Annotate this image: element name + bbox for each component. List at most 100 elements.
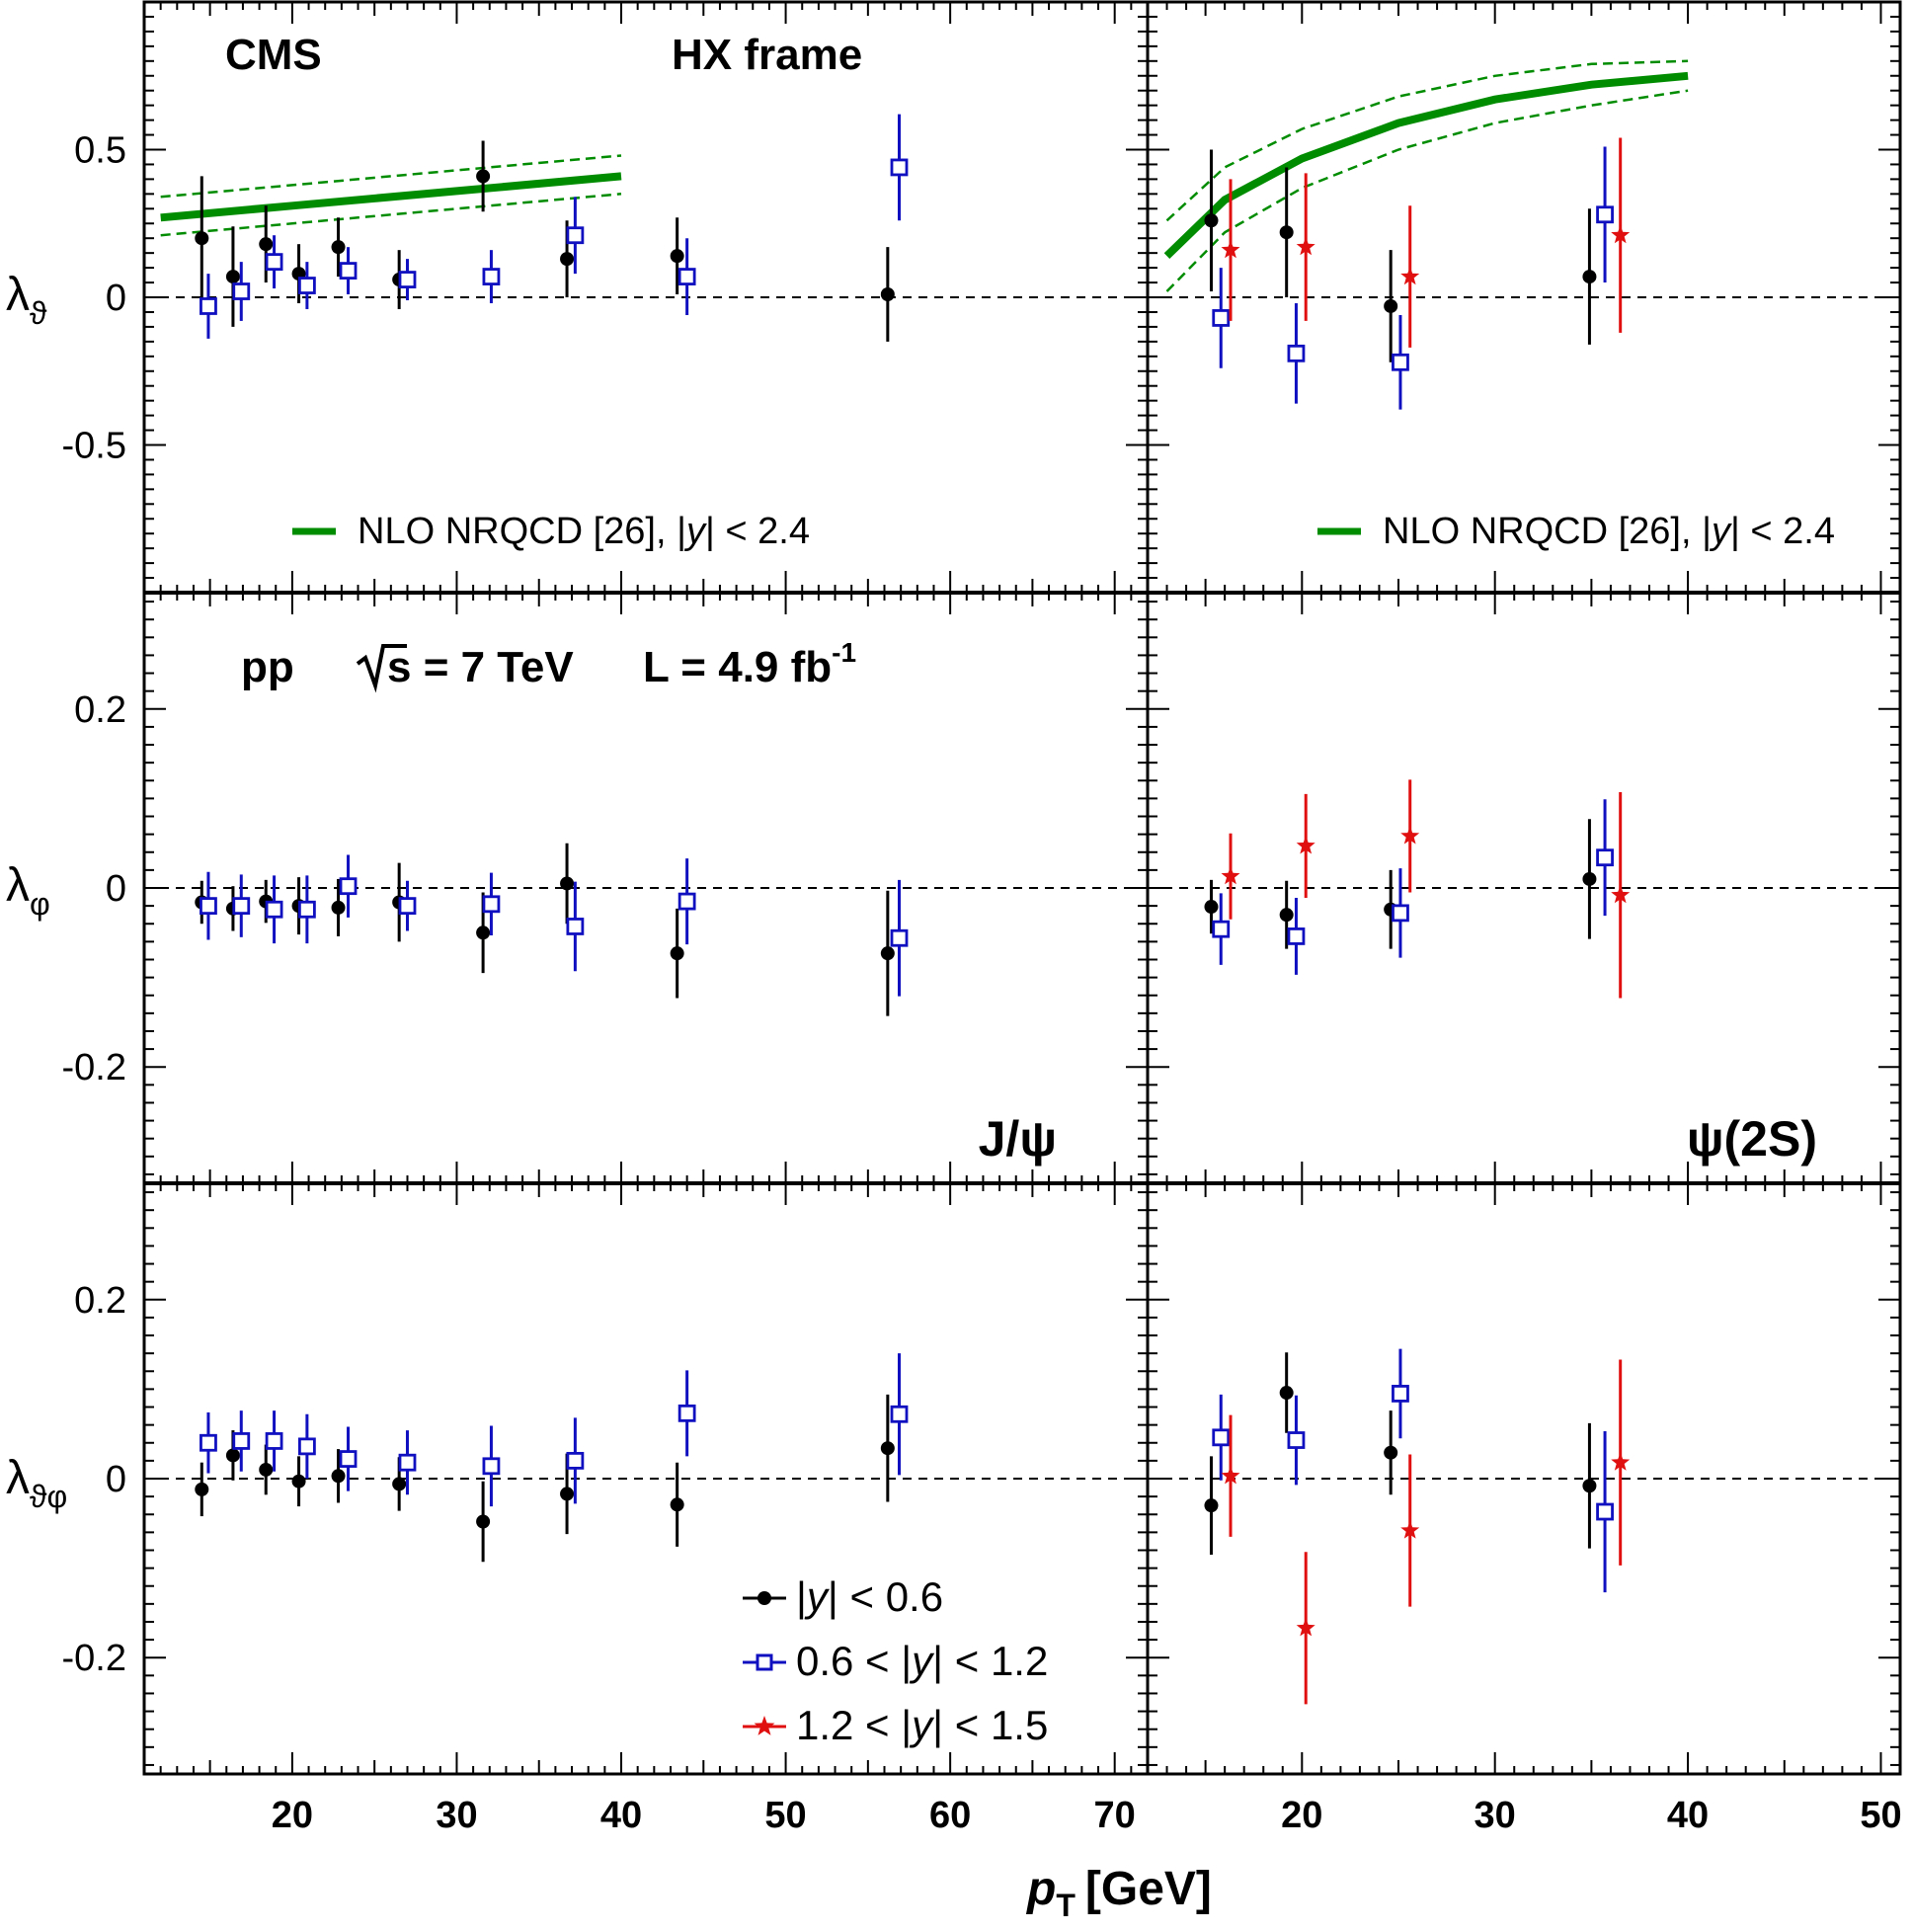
data-point-square bbox=[890, 928, 909, 947]
data-point-square bbox=[199, 1433, 217, 1452]
data-point-square bbox=[1287, 1431, 1306, 1449]
data-point-circle bbox=[225, 270, 240, 284]
x-tick-label: 20 bbox=[272, 1795, 313, 1836]
data-point-square bbox=[566, 1451, 585, 1470]
data-point-square bbox=[1596, 848, 1614, 867]
data-point-star bbox=[1611, 1452, 1631, 1471]
theory-upper-band bbox=[1165, 59, 1689, 222]
theory-central-curve bbox=[160, 172, 622, 222]
legend-label-var: y bbox=[909, 1638, 935, 1684]
data-point-circle bbox=[392, 1477, 407, 1491]
data-point-circle bbox=[195, 231, 209, 246]
luminosity: L = 4.9 fb-1 bbox=[643, 637, 856, 691]
frame-label: HX frame bbox=[672, 31, 862, 79]
theory-legend-var: y bbox=[1709, 511, 1732, 552]
data-point-square bbox=[339, 877, 358, 896]
theory-legend-text: NLO NRQCD [26], |y| < 2.4 bbox=[358, 511, 810, 552]
legend-marker-square bbox=[756, 1653, 773, 1671]
data-point-circle bbox=[331, 240, 346, 255]
data-point-square bbox=[566, 918, 585, 935]
data-point-circle bbox=[670, 946, 684, 961]
y-tick-label: 0 bbox=[106, 278, 126, 319]
legend-label-y15: 1.2 < |y| < 1.5 bbox=[796, 1702, 1048, 1748]
data-point-circle bbox=[1384, 298, 1398, 313]
x-tick-label: 30 bbox=[436, 1795, 477, 1836]
data-point-circle bbox=[259, 1462, 274, 1477]
data-point-square bbox=[1596, 1502, 1614, 1521]
legend-label-post: | < 1.2 bbox=[932, 1638, 1048, 1684]
theory-curves bbox=[160, 59, 1689, 292]
data-point-circle bbox=[225, 1448, 240, 1463]
data-point-square bbox=[1212, 1428, 1231, 1447]
theory-legend-jpsi: NLO NRQCD [26], |y| < 2.4 bbox=[292, 511, 810, 552]
data-point-circle bbox=[1279, 908, 1294, 923]
data-point-star bbox=[1611, 885, 1631, 904]
data-point-circle bbox=[670, 1497, 684, 1512]
theory-legend-var: y bbox=[683, 511, 707, 552]
rapidity-legend: |y| < 0.6 0.6 < |y| < 1.2 1.2 < |y| < 1.… bbox=[743, 1573, 1048, 1748]
data-point-square bbox=[482, 1457, 501, 1476]
theory-lower-band bbox=[160, 193, 622, 237]
data-point-star bbox=[1611, 225, 1631, 244]
luminosity-exponent: -1 bbox=[832, 637, 856, 668]
x-tick-label: 40 bbox=[1667, 1795, 1709, 1836]
collision-energy: s = 7 TeV bbox=[387, 643, 574, 691]
legend-label-var: y bbox=[909, 1702, 935, 1748]
legend-label-pre: 0.6 < | bbox=[796, 1638, 912, 1684]
xlabel: pT [GeV] bbox=[1025, 1863, 1212, 1923]
data-point-circle bbox=[1384, 1445, 1398, 1460]
x-tick-label: 70 bbox=[1094, 1795, 1136, 1836]
ylabel-lambda-phi: λφ bbox=[6, 859, 50, 922]
data-point-star bbox=[1221, 240, 1240, 259]
xlabel-unit: [GeV] bbox=[1085, 1863, 1212, 1915]
x-tick-label: 60 bbox=[929, 1795, 971, 1836]
xlabel-var: p bbox=[1025, 1863, 1056, 1915]
data-point-circle bbox=[560, 876, 575, 891]
x-tick-label: 40 bbox=[600, 1795, 642, 1836]
sqrt-symbol bbox=[356, 644, 407, 693]
ylabel-symbol: λ bbox=[6, 859, 30, 912]
ylabel-lambda-theta: λϑ bbox=[6, 269, 47, 331]
data-point-square bbox=[232, 1432, 251, 1450]
data-point-square bbox=[890, 1405, 909, 1423]
data-point-square bbox=[1392, 1385, 1409, 1403]
data-point-circle bbox=[880, 946, 895, 961]
data-point-circle bbox=[670, 249, 684, 264]
ylabel-subscript: φ bbox=[30, 886, 50, 922]
data-point-star bbox=[1296, 237, 1315, 256]
y-tick-label: 0 bbox=[106, 868, 126, 910]
theory-legend-text: NLO NRQCD [26], |y| < 2.4 bbox=[1383, 511, 1835, 552]
experiment-label: CMS bbox=[225, 31, 322, 79]
tick-labels: 20 30 40 50 60 70 20 30 40 50 0.5 0 -0.5 0.2 0 -0.2 0.2 0… bbox=[62, 130, 1902, 1837]
data-point-square bbox=[398, 1453, 417, 1472]
ylabel-subscript: ϑ bbox=[30, 295, 47, 331]
legend-marker-star bbox=[754, 1716, 775, 1735]
legend-label-pre: 1.2 < | bbox=[796, 1702, 912, 1748]
theory-legend-pre: NLO NRQCD [26], | bbox=[358, 511, 686, 552]
data-point-circle bbox=[331, 1469, 346, 1484]
data-point-square bbox=[1287, 927, 1306, 945]
data-point-square bbox=[1287, 344, 1306, 362]
theory-legend-post: | < 2.4 bbox=[705, 511, 810, 552]
theory-legend-psi2s: NLO NRQCD [26], |y| < 2.4 bbox=[1317, 511, 1835, 552]
data-point-square bbox=[339, 262, 358, 280]
theory-central-curve bbox=[1163, 71, 1689, 259]
legend-entry-y15: 1.2 < |y| < 1.5 bbox=[743, 1702, 1048, 1748]
data-point-circle bbox=[195, 1482, 209, 1496]
luminosity-value: L = 4.9 fb bbox=[643, 643, 832, 691]
data-point-square bbox=[566, 226, 585, 245]
data-point-square bbox=[199, 897, 217, 916]
y-tick-label: 0.2 bbox=[74, 689, 126, 731]
data-point-circle bbox=[259, 237, 274, 252]
x-tick-label: 50 bbox=[764, 1795, 806, 1836]
data-point-circle bbox=[1582, 270, 1597, 284]
legend-entry-y12: 0.6 < |y| < 1.2 bbox=[743, 1638, 1048, 1684]
legend-label-y06: |y| < 0.6 bbox=[796, 1573, 943, 1620]
data-point-square bbox=[678, 892, 696, 911]
data-point-square bbox=[482, 895, 501, 914]
x-tick-label: 30 bbox=[1475, 1795, 1516, 1836]
particle-label-jpsi: J/ψ bbox=[979, 1111, 1057, 1167]
data-point-square bbox=[1596, 205, 1614, 224]
data-point-square bbox=[1212, 309, 1231, 327]
